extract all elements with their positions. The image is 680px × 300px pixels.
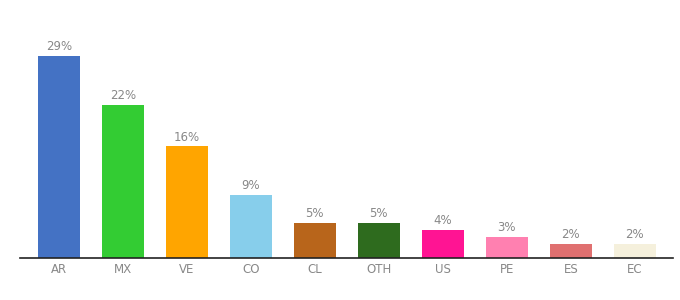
Text: 2%: 2% (562, 228, 580, 241)
Bar (486, 237, 528, 258)
Bar (166, 146, 207, 258)
Bar (550, 244, 592, 258)
Text: 29%: 29% (46, 40, 72, 53)
Text: 4%: 4% (433, 214, 452, 227)
Text: 3%: 3% (498, 221, 516, 234)
Bar (358, 223, 400, 258)
Text: 5%: 5% (369, 207, 388, 220)
Text: 9%: 9% (241, 179, 260, 193)
Bar (102, 105, 143, 258)
Text: 5%: 5% (305, 207, 324, 220)
Text: 16%: 16% (173, 131, 200, 144)
Bar (38, 56, 80, 258)
Bar (422, 230, 464, 258)
Bar (294, 223, 336, 258)
Text: 2%: 2% (626, 228, 644, 241)
Bar (614, 244, 656, 258)
Text: 22%: 22% (109, 89, 136, 102)
Bar (230, 195, 271, 258)
